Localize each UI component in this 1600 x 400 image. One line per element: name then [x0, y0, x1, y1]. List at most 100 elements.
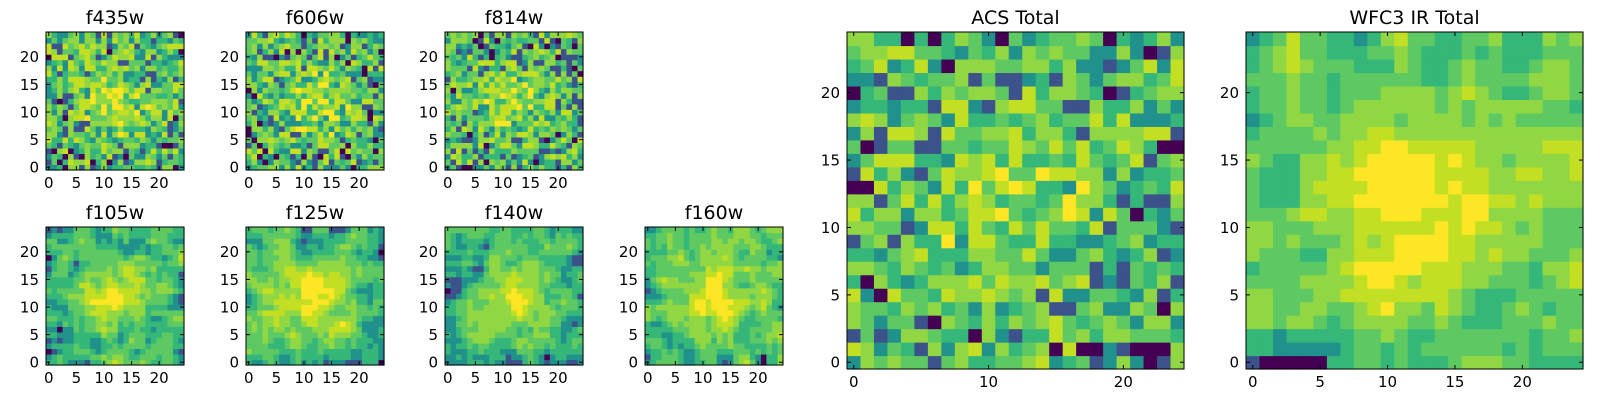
heatmap-cell: [900, 207, 915, 222]
heatmap-cell: [95, 70, 102, 77]
heatmap-cell: [694, 276, 701, 283]
heatmap-cell: [79, 125, 86, 132]
heatmap-cell: [744, 232, 751, 239]
heatmap-cell: [467, 304, 474, 311]
heatmap-cell: [339, 164, 346, 171]
heatmap-cell: [95, 136, 102, 143]
heatmap-cell: [79, 227, 86, 234]
heatmap-cell: [450, 65, 457, 72]
heatmap-cell: [694, 271, 701, 278]
heatmap-cell: [489, 359, 496, 366]
heatmap-cell: [312, 271, 319, 278]
heatmap-cell: [995, 234, 1010, 249]
heatmap-cell: [533, 114, 540, 121]
heatmap-cell: [128, 81, 135, 88]
heatmap-cell: [257, 315, 264, 322]
heatmap-cell: [123, 48, 130, 55]
heatmap-cell: [257, 59, 264, 66]
heatmap-cell: [312, 238, 319, 245]
heatmap-cell: [112, 298, 119, 305]
heatmap-cell: [95, 232, 102, 239]
heatmap-cell: [489, 348, 496, 355]
heatmap-cell: [145, 271, 152, 278]
heatmap-cell: [505, 276, 512, 283]
heatmap-cell: [571, 54, 579, 61]
y-tick-label: 10: [419, 103, 438, 121]
heatmap-cell: [1008, 166, 1023, 181]
heatmap-cell: [505, 114, 512, 121]
heatmap-cell: [472, 337, 479, 344]
heatmap-cell: [489, 331, 496, 338]
heatmap-cell: [150, 353, 157, 361]
heatmap-cell: [68, 249, 75, 256]
heatmap-cell: [1022, 342, 1037, 357]
heatmap-cell: [62, 59, 69, 66]
heatmap-cell: [738, 326, 745, 333]
heatmap-cell: [51, 243, 58, 250]
heatmap-cell: [323, 114, 330, 121]
heatmap-cell: [328, 342, 335, 350]
heatmap-cell: [339, 136, 346, 143]
heatmap-cell: [1143, 315, 1158, 330]
heatmap-cell: [733, 260, 740, 267]
heatmap-cell: [301, 232, 308, 239]
heatmap-cell: [549, 315, 556, 322]
heatmap-cell: [489, 131, 496, 138]
heatmap-cell: [79, 48, 86, 55]
heatmap-cell: [84, 342, 91, 350]
heatmap-cell: [516, 48, 523, 55]
heatmap-cell: [268, 65, 275, 72]
heatmap-cell: [494, 359, 501, 366]
heatmap-cell: [456, 293, 463, 300]
heatmap-cell: [301, 304, 308, 311]
heatmap-cell: [350, 227, 357, 234]
heatmap-cell: [744, 348, 751, 355]
heatmap-cell: [538, 348, 545, 355]
heatmap-cell: [538, 276, 545, 283]
heatmap-cell: [161, 249, 169, 256]
heatmap-cell: [538, 320, 545, 327]
heatmap-cell: [268, 309, 275, 316]
heatmap-cell: [139, 260, 146, 267]
heatmap-cell: [372, 65, 380, 72]
heatmap-cell: [312, 76, 319, 83]
heatmap-cell: [1170, 355, 1185, 370]
heatmap-cell: [378, 43, 385, 50]
x-tick-label: 5: [471, 369, 481, 387]
heatmap-cell: [538, 309, 545, 316]
heatmap-cell: [279, 87, 286, 94]
heatmap-cell: [312, 43, 319, 50]
heatmap-cell: [161, 65, 169, 72]
heatmap-cell: [461, 260, 468, 267]
heatmap-cell: [533, 37, 540, 44]
heatmap-cell: [145, 158, 152, 166]
heatmap-cell: [700, 260, 707, 267]
heatmap-cell: [1103, 328, 1118, 343]
heatmap-cell: [771, 320, 779, 327]
heatmap-cell: [268, 342, 275, 350]
heatmap-cell: [522, 342, 529, 350]
heatmap-cell: [95, 282, 102, 289]
heatmap-cell: [84, 147, 91, 155]
heatmap-cell: [356, 114, 363, 121]
heatmap-cell: [367, 92, 374, 99]
heatmap-cell: [167, 81, 174, 88]
heatmap-cell: [981, 234, 996, 249]
heatmap-cell: [279, 326, 286, 333]
heatmap-cell: [445, 65, 452, 72]
heatmap-cell: [683, 359, 690, 366]
heatmap-cell: [478, 87, 485, 94]
heatmap-cell: [361, 164, 369, 171]
heatmap-cell: [516, 125, 523, 132]
heatmap-cell: [73, 315, 80, 322]
heatmap-cell: [317, 54, 324, 61]
heatmap-cell: [68, 81, 75, 88]
heatmap-cell: [694, 342, 701, 350]
heatmap-cell: [522, 65, 529, 72]
heatmap-cell: [566, 254, 573, 261]
heatmap-cell: [467, 87, 474, 94]
heatmap-cell: [900, 315, 915, 330]
heatmap-cell: [251, 32, 258, 39]
heatmap-cell: [317, 227, 324, 234]
heatmap-cell: [472, 276, 479, 283]
